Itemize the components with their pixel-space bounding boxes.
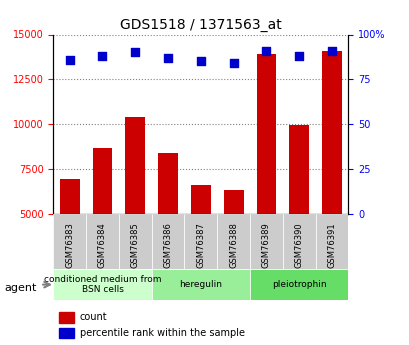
- Bar: [256, 54, 276, 304]
- Text: GSM76385: GSM76385: [130, 222, 139, 268]
- Title: GDS1518 / 1371563_at: GDS1518 / 1371563_at: [120, 18, 281, 32]
- Text: agent: agent: [4, 283, 36, 293]
- Text: pleiotrophin: pleiotrophin: [271, 280, 326, 289]
- FancyBboxPatch shape: [217, 214, 249, 269]
- Bar: [59, 312, 74, 323]
- Point: [230, 60, 236, 66]
- Text: percentile rank within the sample: percentile rank within the sample: [80, 328, 244, 338]
- FancyBboxPatch shape: [151, 214, 184, 269]
- FancyBboxPatch shape: [184, 214, 217, 269]
- Bar: [223, 190, 243, 304]
- FancyBboxPatch shape: [86, 214, 119, 269]
- Bar: [60, 179, 79, 304]
- Bar: [125, 117, 145, 304]
- Bar: [321, 51, 341, 304]
- Text: count: count: [80, 313, 107, 322]
- Bar: [59, 328, 74, 338]
- Point: [66, 57, 73, 62]
- FancyBboxPatch shape: [53, 269, 151, 300]
- FancyBboxPatch shape: [315, 214, 348, 269]
- Point: [132, 50, 138, 55]
- Text: heregulin: heregulin: [179, 280, 222, 289]
- FancyBboxPatch shape: [53, 214, 86, 269]
- Point: [263, 48, 269, 53]
- Text: GSM76384: GSM76384: [98, 222, 107, 268]
- Bar: [289, 125, 308, 304]
- Text: GSM76389: GSM76389: [261, 222, 270, 268]
- Point: [295, 53, 302, 59]
- Point: [328, 48, 335, 53]
- FancyBboxPatch shape: [249, 214, 282, 269]
- FancyBboxPatch shape: [282, 214, 315, 269]
- Bar: [158, 153, 178, 304]
- Bar: [92, 148, 112, 304]
- Text: GSM76388: GSM76388: [229, 222, 238, 268]
- FancyBboxPatch shape: [119, 214, 151, 269]
- Text: GSM76391: GSM76391: [327, 222, 336, 268]
- Text: conditioned medium from
BSN cells: conditioned medium from BSN cells: [44, 275, 161, 294]
- Point: [99, 53, 106, 59]
- Text: GSM76387: GSM76387: [196, 222, 205, 268]
- Point: [164, 55, 171, 61]
- FancyBboxPatch shape: [151, 269, 249, 300]
- Text: GSM76383: GSM76383: [65, 222, 74, 268]
- Text: GSM76386: GSM76386: [163, 222, 172, 268]
- Text: GSM76390: GSM76390: [294, 222, 303, 268]
- Bar: [191, 185, 210, 304]
- FancyBboxPatch shape: [249, 269, 348, 300]
- Point: [197, 59, 204, 64]
